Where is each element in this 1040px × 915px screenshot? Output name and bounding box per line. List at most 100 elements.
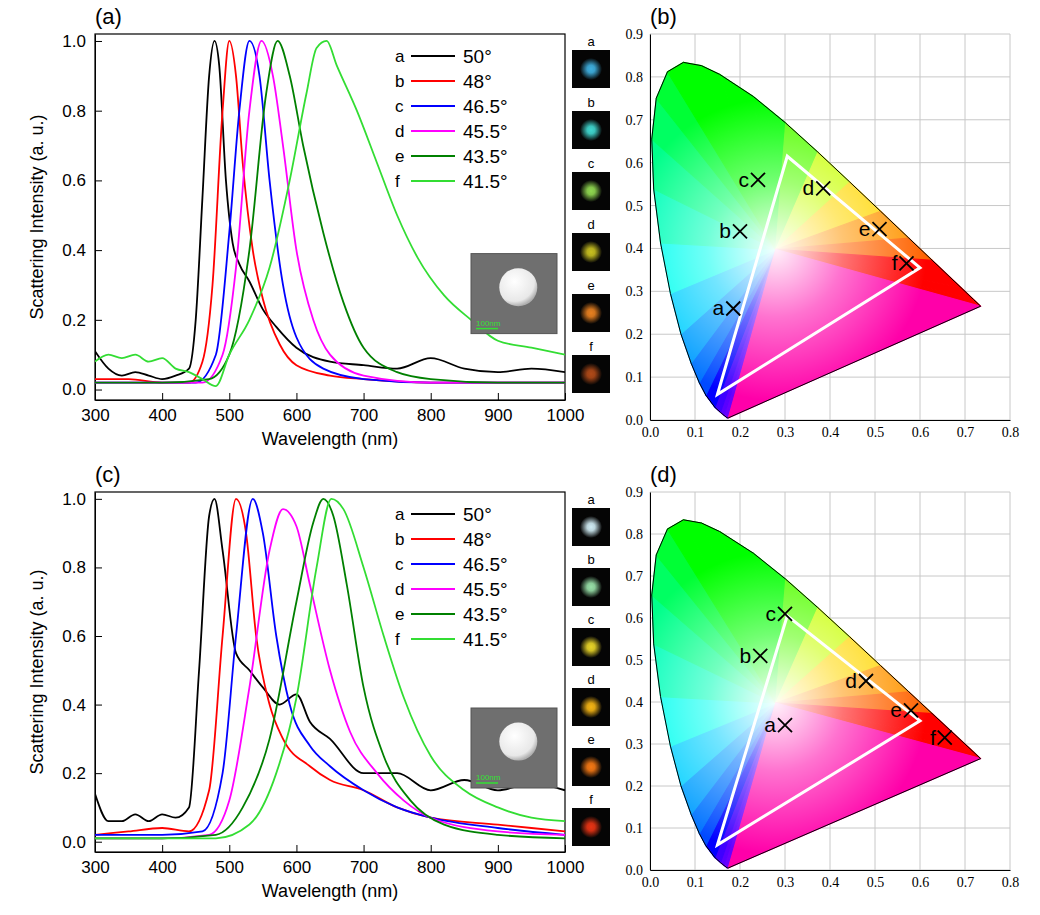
grid-line — [650, 870, 1010, 871]
spectral-locus — [652, 62, 981, 417]
tile-background — [572, 294, 610, 332]
plot-background — [650, 492, 1010, 870]
tick-label: 0.1 — [626, 821, 644, 836]
point-label: d — [845, 669, 857, 692]
panel-label: (a) — [95, 4, 122, 29]
x-axis-line — [651, 870, 1011, 871]
tick-label: 0.7 — [957, 875, 975, 890]
tile-letter: d — [587, 672, 594, 687]
tick-label: 0.2 — [62, 764, 86, 783]
dark-field-tiles: abcdef — [572, 492, 610, 846]
tick-label: 0.1 — [626, 370, 644, 385]
tick: 0.8 — [1002, 420, 1020, 440]
grid-line — [920, 492, 921, 870]
tile-background — [572, 808, 610, 846]
tick-label: 0.6 — [912, 425, 930, 440]
point-label: f — [930, 726, 936, 749]
tick-label: 0.0 — [626, 863, 644, 878]
tick-label: 0.7 — [957, 425, 975, 440]
grid — [650, 492, 1010, 870]
tick-label: 0.4 — [62, 696, 86, 715]
tick-mark — [95, 705, 102, 706]
tile-background — [572, 688, 610, 726]
figure: (a) 3004005006007008009001000 0.0 0.2 0.4 0.6… — [0, 0, 1040, 915]
tick: 0.1 — [626, 370, 651, 385]
tick-label: 0.4 — [822, 425, 840, 440]
tick-mark — [95, 320, 102, 321]
tick: 0.8 — [626, 70, 651, 85]
legend-swatch — [411, 105, 455, 107]
tick-label: 0.4 — [62, 241, 86, 260]
sem-inset: 100nm — [471, 254, 557, 334]
tick: 0.6 — [912, 870, 930, 890]
dark-field-spot — [580, 816, 602, 838]
tile-letter: c — [588, 612, 595, 627]
point-marker — [778, 718, 792, 732]
tick: 0.8 — [62, 558, 102, 577]
dark-field-spot — [580, 58, 602, 80]
legend-letter: c — [395, 97, 404, 116]
point-marker — [726, 301, 740, 315]
tick-label: 1.0 — [62, 490, 86, 509]
legend: a50°b48°c46.5°d45.5°e43.5°f41.5° — [395, 504, 508, 650]
legend-swatch — [411, 55, 455, 57]
point-marker — [733, 224, 747, 238]
tick-label: 0.0 — [62, 833, 86, 852]
legend-swatch — [411, 130, 455, 132]
tick: 0.8 — [626, 527, 651, 542]
tile-background — [572, 50, 610, 88]
tick: 0.7 — [626, 113, 651, 128]
legend-entry: 48° — [463, 529, 492, 550]
tick-mark — [296, 845, 297, 852]
tick: 0.6 — [626, 156, 651, 171]
tick-mark — [565, 845, 566, 852]
tick-label: 0.9 — [626, 27, 644, 42]
tile-letter: f — [589, 792, 593, 807]
plot-frame — [95, 492, 565, 852]
series-group — [95, 41, 565, 386]
point-marker — [873, 222, 887, 236]
tick: 0.6 — [626, 611, 651, 626]
legend-swatch — [411, 538, 455, 540]
tile-background — [572, 233, 610, 271]
tick-label: 600 — [283, 406, 311, 425]
tick-label: 800 — [417, 858, 445, 877]
point-label: a — [713, 296, 725, 319]
tick-label: 0.4 — [822, 875, 840, 890]
tick: 0.2 — [626, 327, 651, 342]
point-label: e — [890, 698, 902, 721]
tick: 0.4 — [62, 696, 102, 715]
tick-label: 0.8 — [626, 70, 644, 85]
x-axis: 3004005006007008009001000 — [81, 845, 584, 877]
y-axis-title: Scattering Intensity (a. u.) — [27, 114, 47, 319]
x-axis: 3004005006007008009001000 — [81, 393, 584, 425]
grid-line — [1010, 34, 1011, 420]
tick: 0.6 — [62, 171, 102, 190]
tick: 0.9 — [626, 27, 651, 42]
tick: 0.5 — [867, 870, 885, 890]
point-marker — [751, 173, 765, 187]
marks-group — [650, 34, 1010, 420]
tick: 1000 — [547, 393, 585, 425]
tick-label: 0.6 — [626, 156, 644, 171]
tick-mark — [162, 393, 163, 400]
tick-mark — [95, 842, 102, 843]
tile-background — [572, 111, 610, 149]
spectrum-line — [95, 41, 565, 383]
x-axis-line — [96, 400, 566, 401]
legend-entry: 46.5° — [463, 554, 508, 575]
gamut-triangle — [718, 616, 921, 845]
grid-line — [965, 34, 966, 420]
tick: 700 — [350, 845, 378, 877]
tick-label: 0.4 — [626, 695, 644, 710]
tile-letter: a — [587, 34, 595, 49]
tick: 0.2 — [62, 764, 102, 783]
tick-mark — [431, 845, 432, 852]
tick-label: 0.5 — [626, 199, 644, 214]
tick-mark — [364, 845, 365, 852]
tick-mark — [95, 567, 102, 568]
tick-mark — [95, 499, 102, 500]
tick: 500 — [216, 845, 244, 877]
sem-background — [471, 708, 557, 788]
tile-background — [572, 748, 610, 786]
